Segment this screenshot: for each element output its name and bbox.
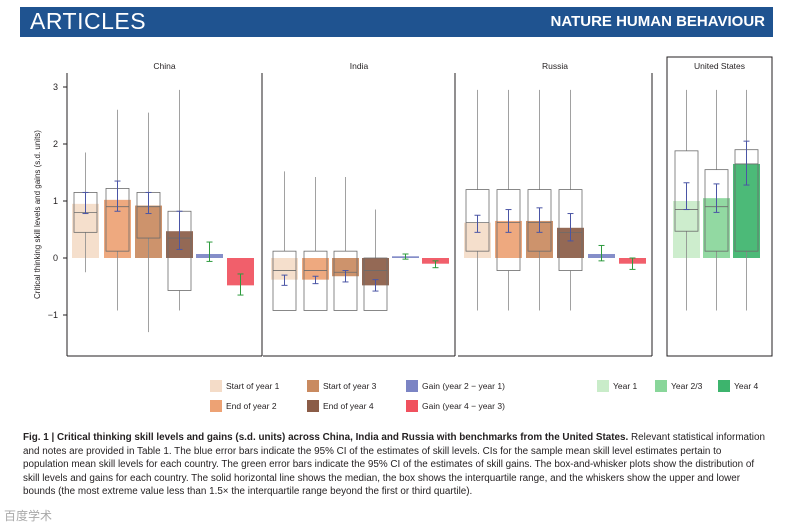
legend-label: End of year 4	[323, 401, 374, 411]
legend-item: Year 4	[718, 380, 759, 392]
legend-swatch	[597, 380, 609, 392]
iqr-box	[558, 189, 583, 271]
y-tick-label: −1	[48, 310, 58, 320]
legend-item: Gain (year 4 − year 3)	[406, 400, 505, 412]
legend-swatch	[307, 380, 319, 392]
journal-name: NATURE HUMAN BEHAVIOUR	[550, 13, 765, 30]
panel-india: India	[263, 61, 456, 357]
figure-chart: −1 0 1 2 3 Critical thinking skill levels and…	[33, 56, 773, 412]
iqr-box	[704, 169, 729, 252]
legend-label: Gain (year 4 − year 3)	[422, 401, 505, 411]
panel-united-states: United States	[666, 56, 773, 357]
legend-item: Year 2/3	[655, 380, 703, 392]
watermark: 百度学术	[4, 509, 53, 523]
y-tick-label: 1	[53, 196, 58, 206]
panel-title: China	[153, 61, 175, 71]
y-tick-label: 3	[53, 82, 58, 92]
panel-china: China	[67, 61, 263, 357]
legend-label: Start of year 1	[226, 381, 280, 391]
panel-title: United States	[694, 61, 745, 71]
panel-russia: Russia	[458, 61, 653, 357]
y-tick-label: 2	[53, 139, 58, 149]
iqr-box	[363, 257, 388, 311]
section-label: ARTICLES	[30, 8, 147, 34]
legend-label: End of year 2	[226, 401, 277, 411]
legend-item: Start of year 1	[210, 380, 280, 392]
legend-item: Year 1	[597, 380, 638, 392]
caption-label: Fig. 1 |	[23, 432, 55, 443]
caption-body: Relevant statistical information and not…	[23, 432, 765, 497]
legend-swatch	[406, 400, 418, 412]
legend-swatch	[210, 380, 222, 392]
legend-swatch	[655, 380, 667, 392]
panel-title: India	[350, 61, 369, 71]
y-axis-label: Critical thinking skill levels and gains…	[33, 130, 42, 299]
legend-label: Year 4	[734, 381, 759, 391]
legend-item: End of year 4	[307, 400, 374, 412]
iqr-box	[272, 250, 297, 311]
iqr-box	[527, 189, 552, 252]
caption-title: Critical thinking skill levels and gains…	[57, 432, 629, 443]
legend-item: End of year 2	[210, 400, 277, 412]
legend-swatch	[406, 380, 418, 392]
figure-caption: Fig. 1 | Critical thinking skill levels …	[23, 431, 768, 499]
bar	[271, 258, 298, 280]
iqr-box	[674, 150, 699, 232]
legend-swatch	[210, 400, 222, 412]
legend-label: Year 1	[613, 381, 638, 391]
iqr-box	[465, 189, 490, 252]
iqr-box	[303, 250, 328, 311]
legend-swatch	[718, 380, 730, 392]
panel-title: Russia	[542, 61, 568, 71]
legend-label: Start of year 3	[323, 381, 377, 391]
journal-header: ARTICLES NATURE HUMAN BEHAVIOUR	[20, 7, 773, 37]
bar	[302, 258, 329, 280]
legend-item: Gain (year 2 − year 1)	[406, 380, 505, 392]
iqr-box	[496, 189, 521, 271]
legend-label: Year 2/3	[671, 381, 703, 391]
y-tick-label: 0	[53, 253, 58, 263]
legend-item: Start of year 3	[307, 380, 377, 392]
legend-swatch	[307, 400, 319, 412]
panel-frame	[666, 56, 773, 357]
bar	[332, 258, 359, 277]
legend-label: Gain (year 2 − year 1)	[422, 381, 505, 391]
iqr-box	[333, 250, 358, 311]
